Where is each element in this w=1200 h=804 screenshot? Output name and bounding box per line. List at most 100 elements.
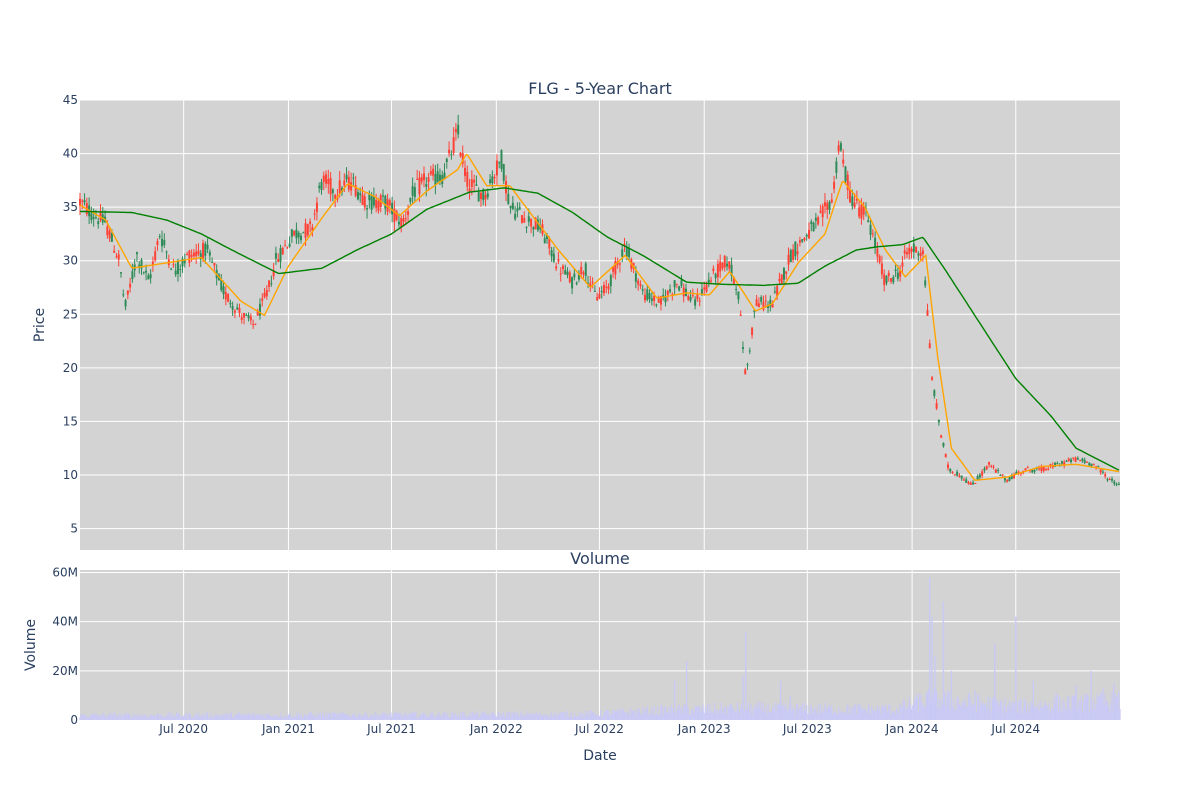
volume-bar [317,712,319,720]
volume-bar [701,708,703,720]
candle-body [653,295,656,301]
volume-bar [824,702,826,720]
volume-bar [277,716,279,720]
candle-body [340,187,343,193]
volume-bar [644,712,646,720]
volume-bar [571,717,573,720]
candle-body [295,229,298,239]
volume-bar [861,710,864,720]
volume-bar [213,717,216,720]
volume-bar [989,697,991,720]
volume-bar [709,704,711,720]
volume-bar [593,712,595,720]
volume-bar [967,694,970,720]
candle-body [589,283,592,286]
candle-body [195,251,198,257]
volume-bar [145,715,147,720]
candle-body [368,194,371,201]
volume-bar [1012,701,1014,720]
volume-spike-bar [1090,670,1092,720]
volume-bar [573,712,575,720]
candle-body [1106,479,1109,481]
volume-bar [631,710,634,720]
volume-bar [391,716,393,720]
volume-y-tick-label: 60M [52,565,78,579]
candle-body [1047,468,1050,470]
volume-bar [320,717,323,720]
volume-bar [954,710,956,720]
candle-body [131,271,134,280]
volume-bar [570,712,572,720]
volume-bar [153,715,155,720]
price-y-tick-label: 5 [70,522,78,536]
volume-bar [415,712,417,720]
candle-body [953,474,956,476]
volume-bar [192,716,194,720]
volume-bar [368,717,370,720]
volume-bar [945,705,947,720]
volume-bar [834,711,836,720]
volume-bar [1013,702,1015,720]
volume-bar [250,713,252,720]
volume-bar [548,715,550,720]
volume-bar [757,702,759,720]
volume-bar [906,708,908,720]
volume-bar [770,712,773,720]
volume-bar [782,706,784,720]
candle-body [81,200,84,202]
candle-body [1054,462,1057,467]
volume-bar [508,711,511,720]
volume-bar [639,713,642,720]
volume-bar [212,716,214,720]
volume-bar [594,713,596,720]
x-tick-label: Jan 2022 [469,722,523,736]
volume-bar [1119,708,1121,720]
volume-bar [679,709,681,720]
candle-body [830,199,833,203]
volume-bar [152,715,154,720]
volume-bar [1071,695,1073,720]
volume-bar [585,710,587,720]
volume-bar [652,715,654,720]
volume-bar [1045,704,1047,720]
candle-body [755,299,758,307]
volume-bar [818,713,820,720]
volume-bar [376,713,378,720]
volume-bar [578,715,580,720]
volume-bar [988,709,990,720]
volume-bar [540,715,542,720]
volume-bar [923,707,925,720]
volume-bar [735,711,737,720]
volume-bar [85,714,87,720]
volume-bar [480,714,482,720]
candle-body [1117,483,1120,486]
volume-bar [851,706,853,720]
candle-body [593,290,596,292]
candle-body [760,297,763,302]
candle-body [705,284,708,292]
candle-body [1085,461,1088,463]
volume-bar [598,716,601,720]
candle-body [484,194,487,200]
candle-body [363,196,366,208]
volume-bar [633,710,635,720]
candle-body [263,292,266,298]
volume-bar [865,709,867,720]
candle-body [258,303,261,316]
volume-bar [195,713,197,720]
volume-bar [1027,702,1029,720]
candle-body [860,204,863,219]
candle-body [628,248,631,258]
candle-body [174,270,177,275]
candle-body [1033,470,1036,472]
candle-body [1006,480,1009,482]
volume-bar [1051,708,1053,720]
volume-bar [460,716,463,720]
volume-bar [762,702,765,720]
volume-spike-bar [934,656,936,720]
candle-body [798,240,801,243]
candle-body [552,253,555,262]
candle-body [532,227,535,230]
volume-bar [515,714,517,720]
volume-bar [777,704,779,720]
